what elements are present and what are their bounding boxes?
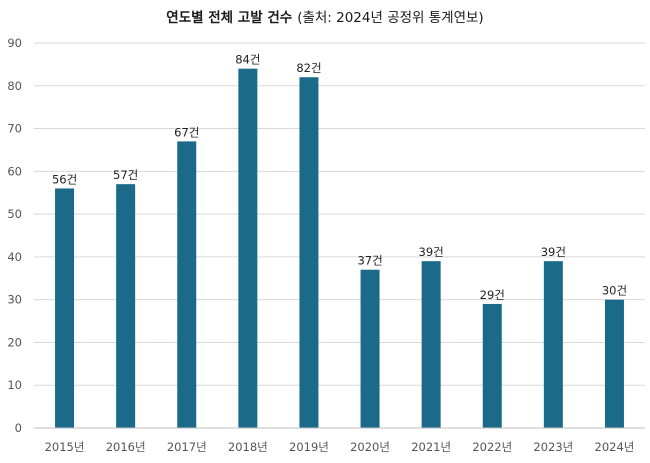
y-tick-label: 90: [7, 36, 22, 50]
chart-title-main: 연도별 전체 고발 건수: [166, 9, 292, 26]
y-tick-label: 30: [7, 293, 22, 307]
data-label: 39건: [541, 245, 566, 259]
bars: [55, 68, 624, 429]
y-axis-ticks: 0 10 20 30 40 50 60 70 80 90: [7, 36, 22, 435]
y-tick-label: 50: [7, 207, 22, 221]
y-tick-label: 10: [7, 378, 22, 392]
data-label: 84건: [235, 53, 260, 67]
y-tick-label: 20: [7, 335, 22, 349]
x-tick-label: 2017년: [167, 440, 207, 454]
data-label: 57건: [113, 168, 138, 182]
data-label: 37건: [357, 254, 382, 268]
bar-2016년: [116, 184, 136, 428]
x-tick-label: 2020년: [350, 440, 390, 454]
data-label: 82건: [296, 61, 321, 75]
bar-2019년: [299, 77, 319, 428]
y-tick-label: 60: [7, 164, 22, 178]
data-label: 30건: [602, 284, 627, 298]
data-label: 56건: [52, 172, 77, 186]
gridlines: [34, 42, 645, 386]
bar-2022년: [482, 303, 502, 428]
bar-2021년: [421, 261, 441, 428]
bar-2020년: [360, 269, 380, 428]
data-label: 29건: [480, 288, 505, 302]
x-tick-label: 2015년: [45, 440, 85, 454]
y-tick-label: 70: [7, 122, 22, 136]
x-tick-label: 2016년: [106, 440, 146, 454]
y-tick-label: 80: [7, 79, 22, 93]
bar-2015년: [55, 188, 75, 428]
data-labels: 56건 57건 67건 84건 82건 37건 39건 29건 39건 30건: [52, 53, 627, 302]
y-tick-label: 0: [15, 421, 22, 435]
bar-2018년: [238, 68, 258, 429]
bar-2023년: [543, 261, 563, 428]
x-tick-label: 2024년: [595, 440, 635, 454]
x-tick-label: 2023년: [533, 440, 573, 454]
x-tick-label: 2022년: [472, 440, 512, 454]
x-axis-ticks: 2015년 2016년 2017년 2018년 2019년 2020년 2021년 2022년…: [45, 440, 635, 454]
x-tick-label: 2018년: [228, 440, 268, 454]
x-tick-label: 2021년: [411, 440, 451, 454]
data-label: 67건: [174, 125, 199, 139]
y-tick-label: 40: [7, 250, 22, 264]
bar-2024년: [604, 299, 624, 428]
x-tick-label: 2019년: [289, 440, 329, 454]
chart-title: 연도별 전체 고발 건수 (출처: 2024년 공정위 통계연보): [166, 9, 483, 26]
bar-2017년: [177, 141, 197, 428]
chart-title-source: (출처: 2024년 공정위 통계연보): [297, 10, 484, 26]
data-label: 39건: [419, 245, 444, 259]
